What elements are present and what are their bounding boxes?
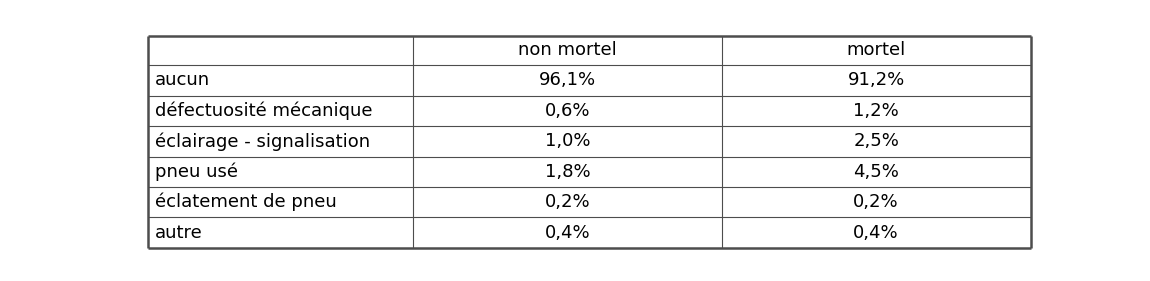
Text: 0,6%: 0,6% bbox=[545, 102, 590, 120]
Text: 0,4%: 0,4% bbox=[544, 224, 590, 242]
Text: 1,0%: 1,0% bbox=[545, 132, 590, 150]
Text: aucun: aucun bbox=[155, 71, 210, 89]
Text: éclatement de pneu: éclatement de pneu bbox=[155, 193, 337, 212]
Text: 0,4%: 0,4% bbox=[853, 224, 899, 242]
Text: 2,5%: 2,5% bbox=[853, 132, 899, 150]
Text: 4,5%: 4,5% bbox=[853, 163, 899, 181]
Text: 91,2%: 91,2% bbox=[848, 71, 905, 89]
Text: 96,1%: 96,1% bbox=[538, 71, 596, 89]
Text: 1,8%: 1,8% bbox=[544, 163, 590, 181]
Text: mortel: mortel bbox=[846, 42, 906, 60]
Text: pneu usé: pneu usé bbox=[155, 162, 238, 181]
Text: non mortel: non mortel bbox=[518, 42, 616, 60]
Text: défectuosité mécanique: défectuosité mécanique bbox=[155, 101, 373, 120]
Text: 0,2%: 0,2% bbox=[853, 193, 899, 211]
Text: 0,2%: 0,2% bbox=[544, 193, 590, 211]
Text: autre: autre bbox=[155, 224, 204, 242]
Text: 1,2%: 1,2% bbox=[853, 102, 899, 120]
Text: éclairage - signalisation: éclairage - signalisation bbox=[155, 132, 370, 151]
